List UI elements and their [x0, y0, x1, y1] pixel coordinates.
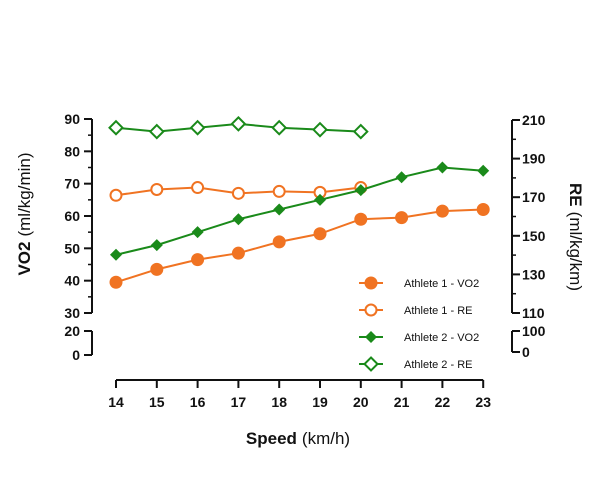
legend: Athlete 1 - VO2 Athlete 1 - RE Athlete 2 -… [359, 276, 479, 372]
right-tick-label: 210 [522, 112, 546, 128]
legend-marker [365, 331, 377, 343]
left-tick-label: 90 [64, 111, 80, 127]
data-point [109, 188, 123, 202]
data-point [272, 184, 286, 198]
legend-label: Athlete 2 - VO2 [404, 332, 479, 344]
axes: 30 40 50 60 70 80 90 0 20 110 130 150 170 190 210 0 100 1… [64, 111, 545, 410]
series-4 [108, 115, 369, 140]
right-axis-title-unit: (ml/kg/km) [566, 212, 585, 291]
left-axis-title-unit: (ml/kg/min) [15, 152, 34, 236]
left-tick-label: 40 [64, 273, 80, 289]
right-tick-label: 150 [522, 228, 546, 244]
data-point [191, 253, 205, 267]
legend-marker [364, 276, 378, 290]
data-point [354, 212, 368, 226]
x-tick-label: 22 [435, 394, 451, 410]
right-tick-label: 0 [522, 344, 530, 360]
data-point [273, 203, 286, 216]
data-point [191, 226, 204, 239]
data-point [435, 204, 449, 218]
data-point [354, 184, 367, 197]
data-point [477, 164, 490, 177]
data-point [231, 246, 245, 260]
data-point [109, 275, 123, 289]
data-point [352, 123, 369, 140]
right-tick-label: 170 [522, 189, 546, 205]
left-tick-label: 30 [64, 305, 80, 321]
data-point [476, 203, 490, 217]
data-point [312, 121, 328, 138]
series-2 [109, 181, 368, 202]
legend-marker [363, 356, 379, 372]
data-point [436, 161, 449, 174]
legend-item: Athlete 2 - RE [359, 356, 472, 372]
data-point [110, 248, 122, 261]
x-axis-title: Speed (km/h) [246, 429, 350, 448]
right-axis-title-name: RE [566, 183, 585, 207]
right-tick-label: 190 [522, 151, 546, 167]
left-tick-label: 20 [64, 323, 80, 339]
data-point [189, 119, 206, 136]
x-tick-label: 17 [231, 394, 247, 410]
series-line [115, 208, 484, 284]
x-tick-label: 16 [190, 394, 206, 410]
series-1 [109, 203, 490, 289]
x-tick-label: 18 [271, 394, 287, 410]
right-tick-label: 130 [522, 266, 546, 282]
data-point [191, 181, 205, 195]
series-line [115, 166, 484, 256]
legend-label: Athlete 2 - RE [404, 359, 472, 371]
right-tick-label: 100 [522, 323, 546, 339]
data-point [230, 115, 247, 132]
left-tick-label: 70 [64, 176, 80, 192]
x-tick-label: 21 [394, 394, 410, 410]
data-point [271, 119, 288, 136]
data-point [395, 211, 409, 225]
x-axis-title-name: Speed [246, 429, 297, 448]
left-axis-title-name: VO2 [15, 242, 34, 276]
legend-marker [364, 303, 378, 317]
x-tick-label: 14 [108, 394, 124, 410]
data-point [272, 235, 286, 249]
left-tick-label: 80 [64, 143, 80, 159]
x-axis-title-unit: (km/h) [302, 429, 350, 448]
left-tick-label: 0 [72, 347, 80, 363]
legend-item: Athlete 1 - VO2 [359, 276, 479, 290]
x-tick-label: 19 [312, 394, 328, 410]
legend-item: Athlete 1 - RE [359, 303, 472, 317]
data-point [314, 193, 326, 206]
data-point [395, 171, 408, 184]
x-tick-label: 23 [475, 394, 491, 410]
right-axis-title: RE (ml/kg/km) [566, 183, 585, 291]
data-point [108, 119, 124, 136]
data-point [150, 262, 164, 276]
legend-item: Athlete 2 - VO2 [359, 331, 479, 344]
data-point [150, 239, 163, 252]
series-layer [108, 115, 490, 289]
data-point [148, 123, 165, 140]
data-point [150, 182, 164, 196]
legend-label: Athlete 1 - VO2 [404, 278, 479, 290]
left-tick-label: 50 [64, 240, 80, 256]
series-3 [110, 161, 490, 261]
data-point [313, 227, 327, 241]
data-point [232, 213, 245, 226]
x-tick-label: 20 [353, 394, 369, 410]
right-tick-label: 110 [522, 305, 545, 321]
legend-label: Athlete 1 - RE [404, 305, 472, 317]
x-tick-label: 15 [149, 394, 165, 410]
left-tick-label: 60 [64, 208, 80, 224]
data-point [231, 186, 245, 200]
left-axis-title: VO2 (ml/kg/min) [15, 152, 34, 275]
